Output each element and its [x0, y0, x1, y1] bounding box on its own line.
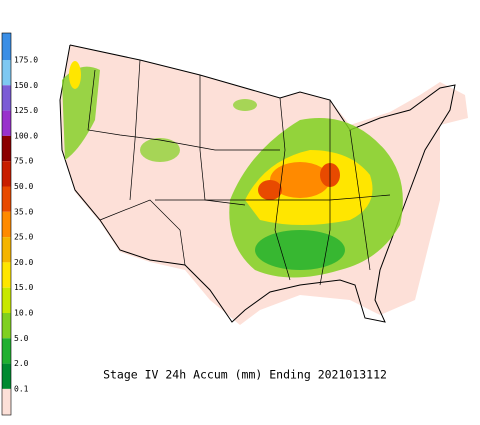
precipitation: [62, 61, 403, 278]
legend-label: 10.0: [14, 309, 33, 318]
state-lines: [87, 59, 391, 286]
legend-label: 50.0: [14, 182, 33, 191]
legend-label: 20.0: [14, 258, 33, 267]
precip-nw-core: [69, 61, 81, 89]
map: [59, 44, 468, 325]
legend-swatch: [2, 60, 11, 86]
legend-swatch: [2, 338, 11, 364]
precip-rockies: [140, 138, 180, 162]
legend-swatch: [2, 313, 11, 339]
precip-south: [255, 230, 345, 270]
legend-swatch: [2, 211, 11, 238]
legend-label: 2.0: [14, 359, 29, 368]
precip-nw: [62, 66, 100, 160]
legend: 175.0 150.0 125.0 100.0 75.0 50.0 35.0 25.0 20.0…: [1, 32, 38, 416]
map-title: Stage IV 24h Accum (mm) Ending 202101311…: [103, 368, 387, 382]
legend-label: 15.0: [14, 283, 33, 292]
legend-label: 25.0: [14, 233, 33, 242]
legend-label: 100.0: [14, 131, 38, 140]
legend-swatch: [2, 186, 11, 212]
legend-label: 125.0: [14, 106, 38, 115]
legend-frame: [1, 32, 12, 416]
legend-swatch: [2, 161, 11, 187]
legend-label: 150.0: [14, 81, 38, 90]
legend-swatch: [2, 135, 11, 162]
legend-swatch: [2, 33, 11, 60]
precip-orange: [270, 162, 330, 198]
legend-swatch: [2, 85, 11, 111]
legend-label: 75.0: [14, 157, 33, 166]
legend-swatch: [2, 237, 11, 263]
legend-swatch: [2, 262, 11, 288]
legend-label: 0.1: [14, 384, 29, 393]
legend-label: 175.0: [14, 56, 38, 65]
precip-red: [258, 180, 282, 200]
legend-label: 5.0: [14, 334, 29, 343]
country-outline: [59, 44, 456, 323]
legend-swatch: [2, 287, 11, 313]
legend-label: 35.0: [14, 207, 33, 216]
precip-north: [233, 99, 257, 111]
legend-swatch: [2, 363, 11, 389]
legend-swatch: [2, 110, 11, 136]
legend-swatch: [2, 388, 11, 415]
